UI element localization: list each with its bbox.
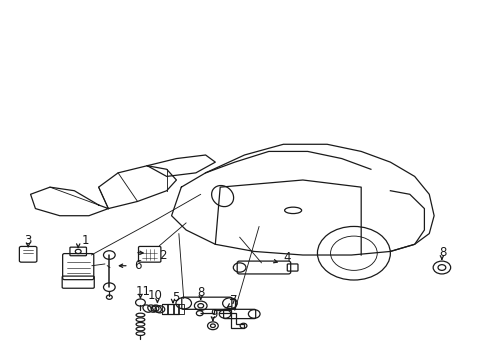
- Text: 5: 5: [171, 291, 179, 305]
- Text: 7: 7: [229, 294, 237, 307]
- Bar: [179, 304, 184, 314]
- Text: 6: 6: [134, 259, 141, 272]
- Text: 4: 4: [283, 251, 290, 264]
- Text: 8: 8: [438, 246, 446, 259]
- Text: 1: 1: [81, 234, 89, 247]
- Text: 11: 11: [135, 285, 150, 298]
- FancyArrowPatch shape: [107, 266, 110, 268]
- Text: 10: 10: [147, 289, 162, 302]
- Text: 9: 9: [210, 308, 217, 321]
- Bar: [173, 304, 178, 314]
- Text: 3: 3: [24, 234, 32, 247]
- Text: 2: 2: [159, 248, 167, 261]
- Bar: [162, 304, 166, 314]
- Bar: [167, 304, 172, 314]
- Text: 8: 8: [197, 287, 204, 300]
